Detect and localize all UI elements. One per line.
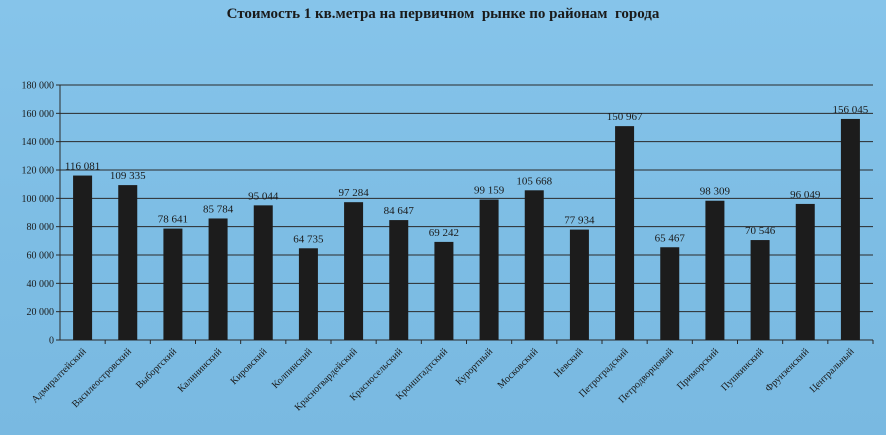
bar [840, 118, 860, 340]
bar [434, 241, 454, 340]
bar [163, 228, 183, 340]
bar [253, 205, 273, 340]
bar [569, 229, 589, 340]
data-label: 64 735 [293, 233, 324, 245]
bar [795, 203, 815, 340]
x-tick-label: Центральный [808, 346, 857, 395]
x-tick-label: Колпинский [270, 346, 315, 391]
data-label: 95 044 [248, 190, 279, 202]
x-tick-label: Кировский [229, 346, 270, 387]
data-label: 99 159 [474, 185, 505, 197]
bar [615, 126, 635, 340]
data-label: 78 641 [158, 214, 188, 226]
data-label: 69 242 [429, 227, 459, 239]
y-tick-label: 0 [49, 336, 54, 347]
y-tick-label: 160 000 [22, 109, 55, 120]
y-tick-label: 80 000 [27, 222, 55, 233]
x-tick-label: Выборгский [134, 346, 179, 391]
bar [344, 202, 364, 340]
bar [750, 240, 770, 340]
bar [705, 200, 725, 340]
y-tick-label: 60 000 [27, 251, 55, 262]
data-label: 96 049 [790, 189, 821, 201]
bar [660, 247, 680, 340]
data-label: 85 784 [203, 203, 234, 215]
data-label: 70 546 [745, 225, 776, 237]
data-label: 105 668 [516, 175, 552, 187]
x-tick-label: Калининский [176, 346, 225, 395]
x-tick-label: Невский [552, 346, 586, 380]
data-labels: 116 081 109 335 78 641 85 784 95 044 64 735 97… [65, 104, 869, 245]
y-tick-label: 40 000 [27, 279, 55, 290]
x-tick-label: Московский [496, 346, 541, 391]
data-label: 84 647 [384, 205, 415, 217]
data-label: 150 967 [607, 111, 643, 123]
data-label: 65 467 [655, 232, 686, 244]
y-tick-label: 140 000 [22, 137, 55, 148]
axes [56, 84, 874, 344]
y-tick-label: 180 000 [22, 81, 55, 92]
bar [298, 248, 318, 340]
grid-lines [60, 84, 873, 313]
bar [389, 220, 409, 340]
bar [208, 218, 228, 340]
data-label: 97 284 [338, 187, 369, 199]
y-tick-label: 100 000 [22, 194, 55, 205]
x-tick-label: Фрунзенский [763, 346, 811, 394]
y-tick-label: 20 000 [27, 307, 55, 318]
bars [73, 118, 860, 340]
bar [118, 185, 138, 340]
bar [479, 199, 499, 340]
x-tick-label: Пушкинский [719, 346, 766, 393]
data-label: 156 045 [833, 104, 869, 116]
bar [524, 190, 544, 340]
bar [73, 175, 93, 340]
data-label: 116 081 [65, 161, 100, 173]
data-label: 77 934 [564, 215, 595, 227]
y-tick-label: 120 000 [22, 166, 55, 177]
y-tick-labels: 0 20 000 40 000 60 000 80 000 100 000 120 000 1… [22, 81, 55, 347]
x-tick-label: Курортный [454, 346, 496, 388]
x-tick-label: Приморский [675, 346, 721, 392]
chart-title: Стоимость 1 кв.метра на первичном рынке … [226, 6, 660, 22]
data-label: 98 309 [700, 186, 731, 198]
data-label: 109 335 [110, 170, 146, 182]
